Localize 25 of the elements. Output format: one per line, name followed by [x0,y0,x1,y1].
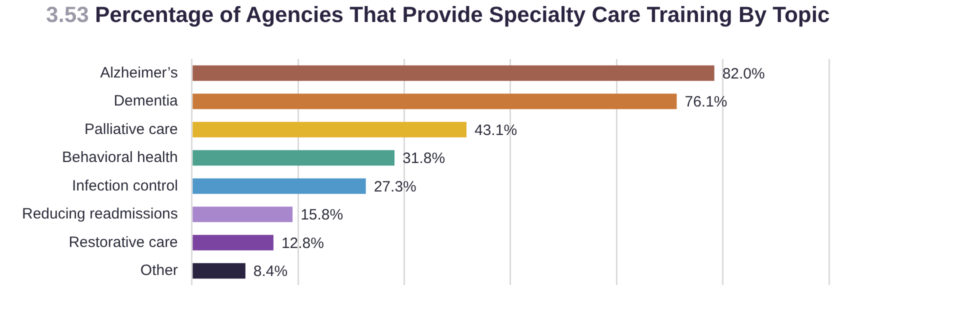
chart-title: 3.53 Percentage of Agencies That Provide Specialty Care Training By Topic [46,2,831,29]
bar [192,178,366,194]
data-label: 15.8% [300,206,344,224]
bar [192,234,274,250]
bar [192,94,677,110]
data-label: 76.1% [684,94,728,111]
y-tick-label: Restorative care [68,234,178,251]
data-label: 12.8% [281,234,324,252]
data-label: 82.0% [722,65,765,82]
y-tick-label: Reducing readmissions [22,206,178,223]
y-tick-label: Alzheimer’s [100,64,178,82]
y-tick-label: Palliative care [84,120,178,138]
bar [192,122,466,138]
bar [192,65,714,81]
bar [192,263,246,279]
y-tick-label: Behavioral health [62,149,178,166]
bar [192,150,395,166]
data-label: 43.1% [474,122,518,139]
y-tick-label: Infection control [72,177,178,194]
y-tick-label: Dementia [114,92,179,110]
y-tick-label: Other [140,262,178,280]
bar [192,206,293,222]
data-label: 27.3% [374,178,416,196]
data-label: 8.4% [253,263,288,280]
data-label: 31.8% [402,150,446,168]
